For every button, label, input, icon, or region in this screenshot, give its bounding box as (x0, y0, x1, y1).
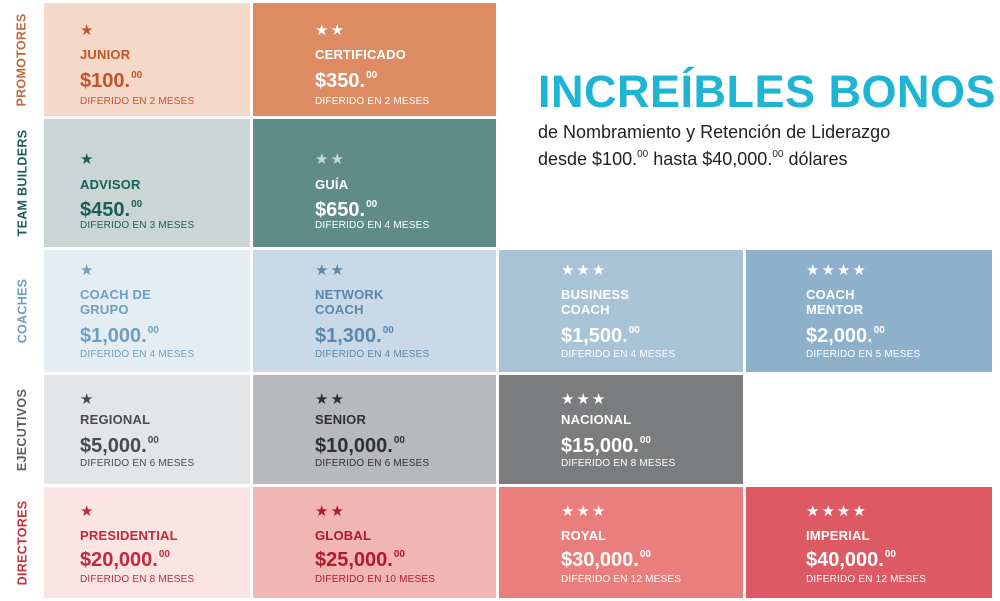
rank-deferral-text: DIFERIDO EN 6 MESES (80, 458, 195, 469)
rank-stars-icon: ★ (80, 503, 96, 520)
rank-deferral-text: DIFERIDO EN 8 MESES (561, 458, 676, 469)
rank-card-advisor: ★ ADVISOR $450.00 DIFERIDO EN 3 MESES (44, 119, 250, 247)
rank-name: IMPERIAL (806, 528, 870, 543)
rank-deferral-text: DIFERIDO EN 2 MESES (315, 96, 430, 107)
headline-title: INCREÍBLES BONOS (538, 66, 997, 117)
rank-bonus-amount: $20,000.00 (80, 549, 170, 571)
rank-name: ADVISOR (80, 177, 141, 192)
rank-name: BUSINESS COACH (561, 287, 630, 317)
rank-bonus-amount: $10,000.00 (315, 435, 405, 457)
rank-card-junior: ★ JUNIOR $100.00 DIFERIDO EN 2 MESES (44, 3, 250, 116)
rank-card-network-coach: ★★ NETWORK COACH $1,300.00 DIFERIDO EN 4 MES… (253, 250, 496, 372)
rank-stars-icon: ★★★★ (806, 503, 868, 520)
rank-deferral-text: DIFERIDO EN 4 MESES (80, 349, 195, 360)
row-label-text: COACHES (15, 278, 30, 344)
rank-bonus-amount: $1,300.00 (315, 325, 394, 347)
rank-deferral-text: DIFERIDO EN 4 MESES (561, 349, 676, 360)
rank-bonus-amount: $1,500.00 (561, 325, 640, 347)
rank-card-coach-de-grupo: ★ COACH DE GRUPO $1,000.00 DIFERIDO EN 4 MES… (44, 250, 250, 372)
row-label-directores: DIRECTORES (0, 487, 44, 598)
row-label-team-builders: TEAM BUILDERS (0, 119, 44, 247)
rank-card-guia: ★★ GUÍA $650.00 DIFERIDO EN 4 MESES (253, 119, 496, 247)
row-label-promotores: PROMOTORES (0, 3, 44, 116)
rank-bonus-amount: $2,000.00 (806, 325, 885, 347)
row-label-text: TEAM BUILDERS (15, 129, 29, 237)
rank-deferral-text: DIFERIDO EN 12 MESES (561, 574, 682, 585)
headline-subtitle-line1: de Nombramiento y Retención de Liderazgo (538, 122, 891, 142)
rank-stars-icon: ★★ (315, 22, 346, 39)
rank-bonus-amount: $100.00 (80, 70, 143, 92)
row-label-text: DIRECTORES (15, 500, 30, 585)
rank-bonus-amount: $1,000.00 (80, 325, 159, 347)
rank-stars-icon: ★★ (315, 391, 346, 408)
rank-bonus-amount: $30,000.00 (561, 549, 651, 571)
rank-deferral-text: DIFERIDO EN 4 MESES (315, 220, 430, 231)
rank-bonus-amount: $15,000.00 (561, 435, 651, 457)
rank-name: CERTIFICADO (315, 47, 407, 62)
rank-deferral-text: DIFERIDO EN 12 MESES (806, 574, 927, 585)
rank-bonus-amount: $40,000.00 (806, 549, 896, 571)
rank-card-imperial: ★★★★ IMPERIAL $40,000.00 DIFERIDO EN 12 MES… (746, 487, 992, 598)
rank-deferral-text: DIFERIDO EN 3 MESES (80, 220, 195, 231)
rank-deferral-text: DIFERIDO EN 4 MESES (315, 349, 430, 360)
rank-stars-icon: ★★ (315, 151, 346, 168)
rank-bonus-amount: $450.00 (80, 199, 143, 221)
rank-name: JUNIOR (80, 47, 131, 62)
rank-bonus-amount: $650.00 (315, 199, 378, 221)
rank-card-coach-mentor: ★★★★ COACH MENTOR $2,000.00 DIFERIDO EN 5 ME… (746, 250, 992, 372)
rank-name: SENIOR (315, 412, 367, 427)
rank-deferral-text: DIFERIDO EN 5 MESES (806, 349, 921, 360)
rank-stars-icon: ★★ (315, 262, 346, 279)
rank-stars-icon: ★ (80, 391, 96, 408)
rank-stars-icon: ★ (80, 262, 96, 279)
rank-name: GLOBAL (315, 528, 372, 543)
row-label-coaches: COACHES (0, 250, 44, 372)
rank-name: PRESIDENTIAL (80, 528, 178, 543)
row-label-ejecutivos: EJECUTIVOS (0, 375, 44, 484)
rank-bonus-amount: $25,000.00 (315, 549, 405, 571)
rank-name: COACH DE GRUPO (80, 287, 151, 317)
rank-deferral-text: DIFERIDO EN 6 MESES (315, 458, 430, 469)
rank-name: ROYAL (561, 528, 607, 543)
rank-stars-icon: ★★★ (561, 391, 608, 408)
rank-card-nacional: ★★★ NACIONAL $15,000.00 DIFERIDO EN 8 MESES (499, 375, 743, 484)
rank-name: NETWORK COACH (315, 287, 384, 317)
rank-stars-icon: ★★★ (561, 503, 608, 520)
rank-stars-icon: ★ (80, 151, 96, 168)
rank-name: NACIONAL (561, 412, 632, 427)
rank-card-global: ★★ GLOBAL $25,000.00 DIFERIDO EN 10 MESES (253, 487, 496, 598)
rank-bonus-amount: $350.00 (315, 70, 378, 92)
row-label-text: EJECUTIVOS (15, 388, 29, 471)
rank-deferral-text: DIFERIDO EN 8 MESES (80, 574, 195, 585)
rank-name: COACH MENTOR (806, 287, 864, 317)
rank-deferral-text: DIFERIDO EN 2 MESES (80, 96, 195, 107)
rank-card-regional: ★ REGIONAL $5,000.00 DIFERIDO EN 6 MESES (44, 375, 250, 484)
headline-subtitle-line2: desde $100.00 hasta $40,000.00 dólares (538, 149, 848, 169)
rank-card-certificado: ★★ CERTIFICADO $350.00 DIFERIDO EN 2 MESES (253, 3, 496, 116)
rank-card-presidential: ★ PRESIDENTIAL $20,000.00 DIFERIDO EN 8 MES… (44, 487, 250, 598)
row-label-text: PROMOTORES (15, 12, 29, 107)
rank-name: GUÍA (315, 177, 349, 192)
rank-stars-icon: ★★ (315, 503, 346, 520)
rank-card-business-coach: ★★★ BUSINESS COACH $1,500.00 DIFERIDO EN 4 M… (499, 250, 743, 372)
rank-stars-icon: ★ (80, 22, 96, 39)
rank-card-royal: ★★★ ROYAL $30,000.00 DIFERIDO EN 12 MESES (499, 487, 743, 598)
rank-deferral-text: DIFERIDO EN 10 MESES (315, 574, 436, 585)
rank-stars-icon: ★★★★ (806, 262, 868, 279)
rank-card-senior: ★★ SENIOR $10,000.00 DIFERIDO EN 6 MESES (253, 375, 496, 484)
rank-name: REGIONAL (80, 412, 151, 427)
rank-stars-icon: ★★★ (561, 262, 608, 279)
rank-bonus-amount: $5,000.00 (80, 435, 159, 457)
